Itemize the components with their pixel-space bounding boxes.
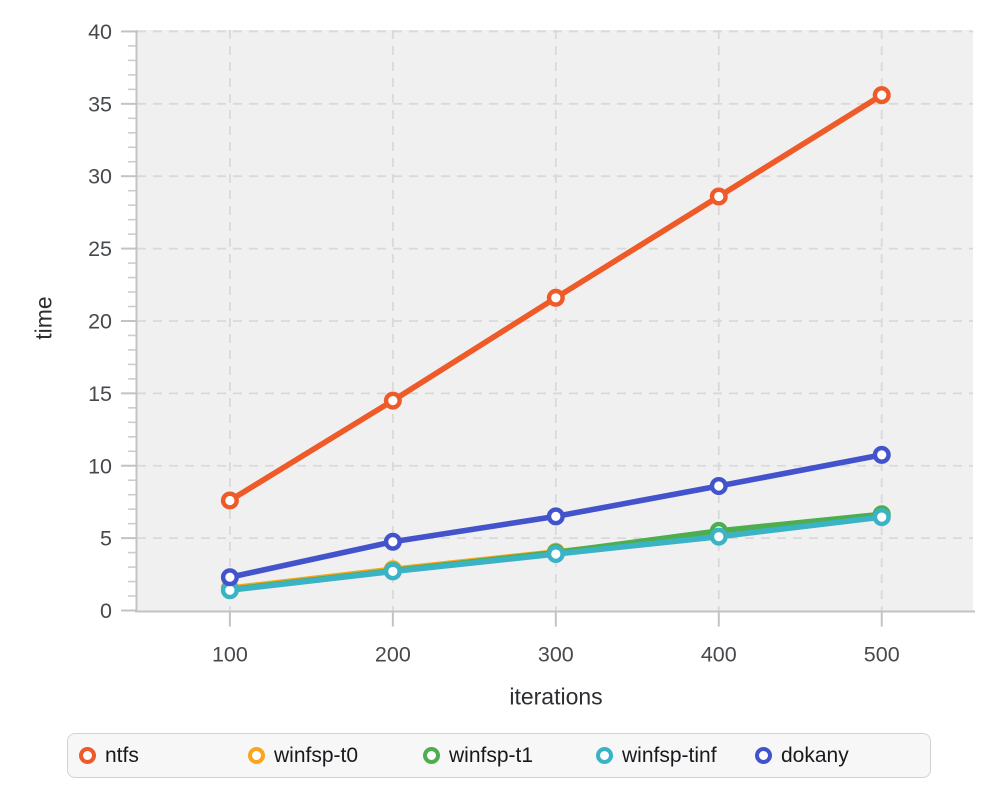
svg-text:30: 30	[88, 165, 112, 189]
svg-text:10: 10	[88, 454, 112, 478]
y-axis-title: time	[30, 296, 57, 340]
svg-text:500: 500	[864, 643, 900, 667]
legend-label: dokany	[781, 743, 849, 767]
legend-item-dokany: dokany	[755, 734, 849, 777]
svg-text:400: 400	[701, 643, 737, 667]
legend-label: ntfs	[105, 743, 139, 767]
winfsp-t0-marker-icon	[248, 747, 265, 764]
legend-label: winfsp-t1	[449, 743, 534, 767]
legend-item-winfsp-t0: winfsp-t0	[248, 734, 358, 777]
svg-text:200: 200	[375, 643, 411, 667]
legend: ntfs winfsp-t0 winfsp-t1 winfsp-tinf dok…	[67, 733, 931, 778]
tick-marks	[121, 30, 883, 627]
legend-label: winfsp-t0	[274, 743, 359, 767]
svg-text:40: 40	[88, 20, 112, 44]
svg-text:15: 15	[88, 382, 112, 406]
svg-text:25: 25	[88, 237, 112, 261]
series-dokany	[220, 445, 891, 587]
series-winfsp-tinf	[220, 508, 891, 600]
legend-label: winfsp-tinf	[622, 743, 717, 767]
dokany-marker-icon	[755, 747, 772, 764]
series-ntfs	[220, 86, 891, 510]
svg-text:300: 300	[538, 643, 574, 667]
winfsp-tinf-marker-icon	[596, 747, 613, 764]
svg-text:5: 5	[100, 527, 112, 551]
tick-labels: 0 5 10 15 20 25 30 35 40 100 200 300 400 500	[88, 20, 900, 667]
winfsp-t1-marker-icon	[423, 747, 440, 764]
svg-text:35: 35	[88, 92, 112, 116]
legend-item-winfsp-tinf: winfsp-tinf	[596, 734, 717, 777]
svg-text:20: 20	[88, 309, 112, 333]
legend-item-ntfs: ntfs	[79, 734, 139, 777]
x-axis-title: iterations	[509, 683, 603, 710]
svg-text:0: 0	[100, 599, 112, 623]
ntfs-marker-icon	[79, 747, 96, 764]
svg-text:100: 100	[212, 643, 248, 667]
legend-item-winfsp-t1: winfsp-t1	[423, 734, 533, 777]
